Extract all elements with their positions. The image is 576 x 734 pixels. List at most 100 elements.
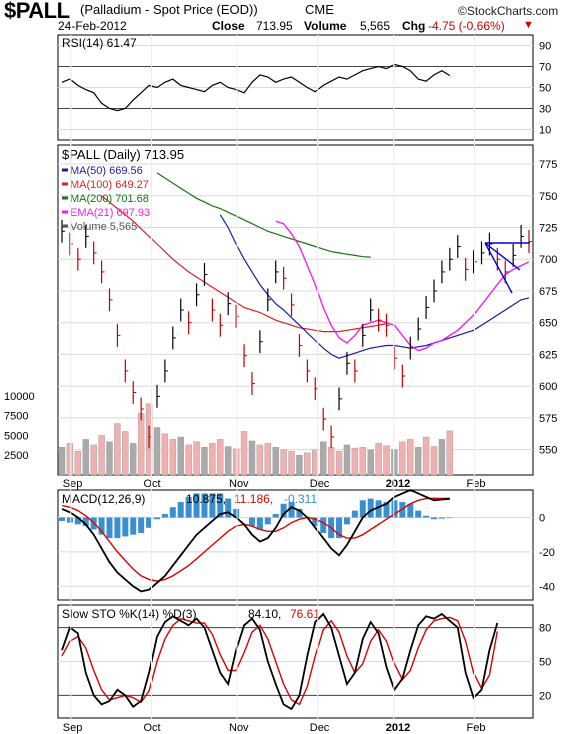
sto-legend-label: Slow STO %K(14) %D(3) xyxy=(62,607,196,621)
sto-x-label: Oct xyxy=(144,722,161,734)
price-x-label: Feb xyxy=(467,478,486,490)
price-legend-title: $PALL (Daily) 713.95 xyxy=(62,147,184,162)
macd-histogram-bar xyxy=(407,503,414,518)
macd-histogram-bar xyxy=(336,517,343,539)
down-arrow-icon: ▼ xyxy=(523,19,534,31)
macd-histogram-bar xyxy=(351,510,358,518)
sto-x-label: 2012 xyxy=(386,722,410,734)
price-tick-label: 750 xyxy=(539,191,557,203)
price-legend-item: Volume 5,565 xyxy=(70,221,137,233)
macd-histogram-bar xyxy=(320,517,327,533)
macd-histogram-bar xyxy=(66,517,73,523)
price-tick-label: 775 xyxy=(539,159,557,171)
volume-value: 5,565 xyxy=(360,19,391,33)
price-x-label: Nov xyxy=(229,478,249,490)
volume-bar xyxy=(327,447,335,476)
ma100-line xyxy=(101,195,387,333)
volume-bar xyxy=(66,443,74,476)
volume-bar xyxy=(446,430,454,476)
macd-histogram-bar xyxy=(209,493,216,518)
ma50-line xyxy=(219,214,530,359)
price-x-label: Oct xyxy=(144,478,161,490)
volume-bar xyxy=(114,423,121,476)
macd-histogram-bar xyxy=(201,493,208,518)
rsi-tick-label: 10 xyxy=(539,125,551,137)
macd-histogram-bar xyxy=(122,517,129,537)
volume-bar xyxy=(98,435,105,476)
ticker-description: (Palladium - Spot Price (EOD)) xyxy=(80,2,258,17)
macd-histogram-bar xyxy=(153,517,160,520)
volume-bar xyxy=(288,451,295,476)
macd-histogram-bar xyxy=(264,517,271,525)
macd-histogram-bar xyxy=(256,517,263,530)
volume-bar xyxy=(58,447,66,476)
sto-k-value: 84.10, xyxy=(248,607,281,621)
macd-histogram-bar xyxy=(193,493,200,518)
volume-bar xyxy=(264,443,271,476)
macd-legend-value: 10.875, xyxy=(186,492,226,506)
sto-x-label: Dec xyxy=(310,722,330,734)
macd-tick-label: -40 xyxy=(539,581,555,593)
price-tick-label: 600 xyxy=(539,381,557,393)
rsi-legend: RSI(14) 61.47 xyxy=(62,36,137,50)
volume-bar xyxy=(217,439,224,476)
exchange-label: CME xyxy=(305,2,334,17)
volume-bar xyxy=(280,449,287,476)
macd-histogram-bar xyxy=(415,510,422,518)
chg-label: Chg xyxy=(402,19,426,33)
macd-histogram-bar xyxy=(82,517,89,527)
volume-label: Volume xyxy=(304,19,347,33)
volume-tick-label: 5000 xyxy=(4,430,28,442)
chg-value: -4.75 (-0.66%) xyxy=(428,19,505,33)
rsi-series-line xyxy=(61,63,451,112)
volume-bar xyxy=(296,455,303,476)
macd-histogram-bar xyxy=(225,498,232,518)
macd-histogram-bar xyxy=(383,502,390,518)
macd-histogram-bar xyxy=(74,517,81,525)
volume-bar xyxy=(209,443,216,476)
chart-date: 24-Feb-2012 xyxy=(58,19,127,33)
macd-histogram-bar xyxy=(217,493,224,518)
price-x-label: Dec xyxy=(310,478,330,490)
volume-bar xyxy=(383,445,390,476)
volume-bar xyxy=(106,441,113,476)
macd-line xyxy=(61,489,450,593)
macd-histogram-bar xyxy=(438,517,445,519)
macd-histogram-bar xyxy=(288,502,295,518)
macd-histogram-bar xyxy=(233,508,240,518)
volume-bar xyxy=(82,439,89,476)
volume-bar xyxy=(343,444,351,476)
macd-histogram-bar xyxy=(130,517,137,535)
macd-signal-line xyxy=(61,497,450,582)
macd-histogram-bar xyxy=(375,500,382,518)
volume-bar xyxy=(335,451,343,476)
volume-tick-label: 7500 xyxy=(4,411,28,423)
volume-bar xyxy=(375,443,382,476)
price-tick-label: 550 xyxy=(539,445,557,457)
macd-histogram-bar xyxy=(59,517,65,521)
price-x-label: 2012 xyxy=(386,478,410,490)
macd-histogram-bar xyxy=(399,502,406,518)
macd-signal-value: 11.186, xyxy=(234,492,273,506)
volume-bar xyxy=(272,447,279,476)
volume-bar xyxy=(391,449,398,476)
volume-tick-label: 10000 xyxy=(4,391,35,403)
macd-histogram-bar xyxy=(98,517,105,535)
price-tick-label: 625 xyxy=(539,349,557,361)
stockcharts-logo: ©StockCharts.com xyxy=(458,4,559,18)
wedge-trendline-upper xyxy=(484,242,513,294)
macd-histogram-bar xyxy=(146,517,153,528)
volume-bar xyxy=(201,447,208,476)
macd-histogram-bar xyxy=(280,503,287,518)
close-value: 713.95 xyxy=(256,19,293,33)
macd-tick-label: -20 xyxy=(539,547,555,559)
macd-histogram-bar xyxy=(312,517,319,527)
price-tick-label: 725 xyxy=(539,223,557,235)
volume-bar xyxy=(130,443,137,476)
ma200-line xyxy=(156,172,371,258)
volume-bar xyxy=(90,444,97,476)
volume-bar xyxy=(304,452,311,476)
macd-histogram-bar xyxy=(169,507,176,518)
volume-bar xyxy=(399,441,406,476)
volume-bar xyxy=(122,431,129,476)
